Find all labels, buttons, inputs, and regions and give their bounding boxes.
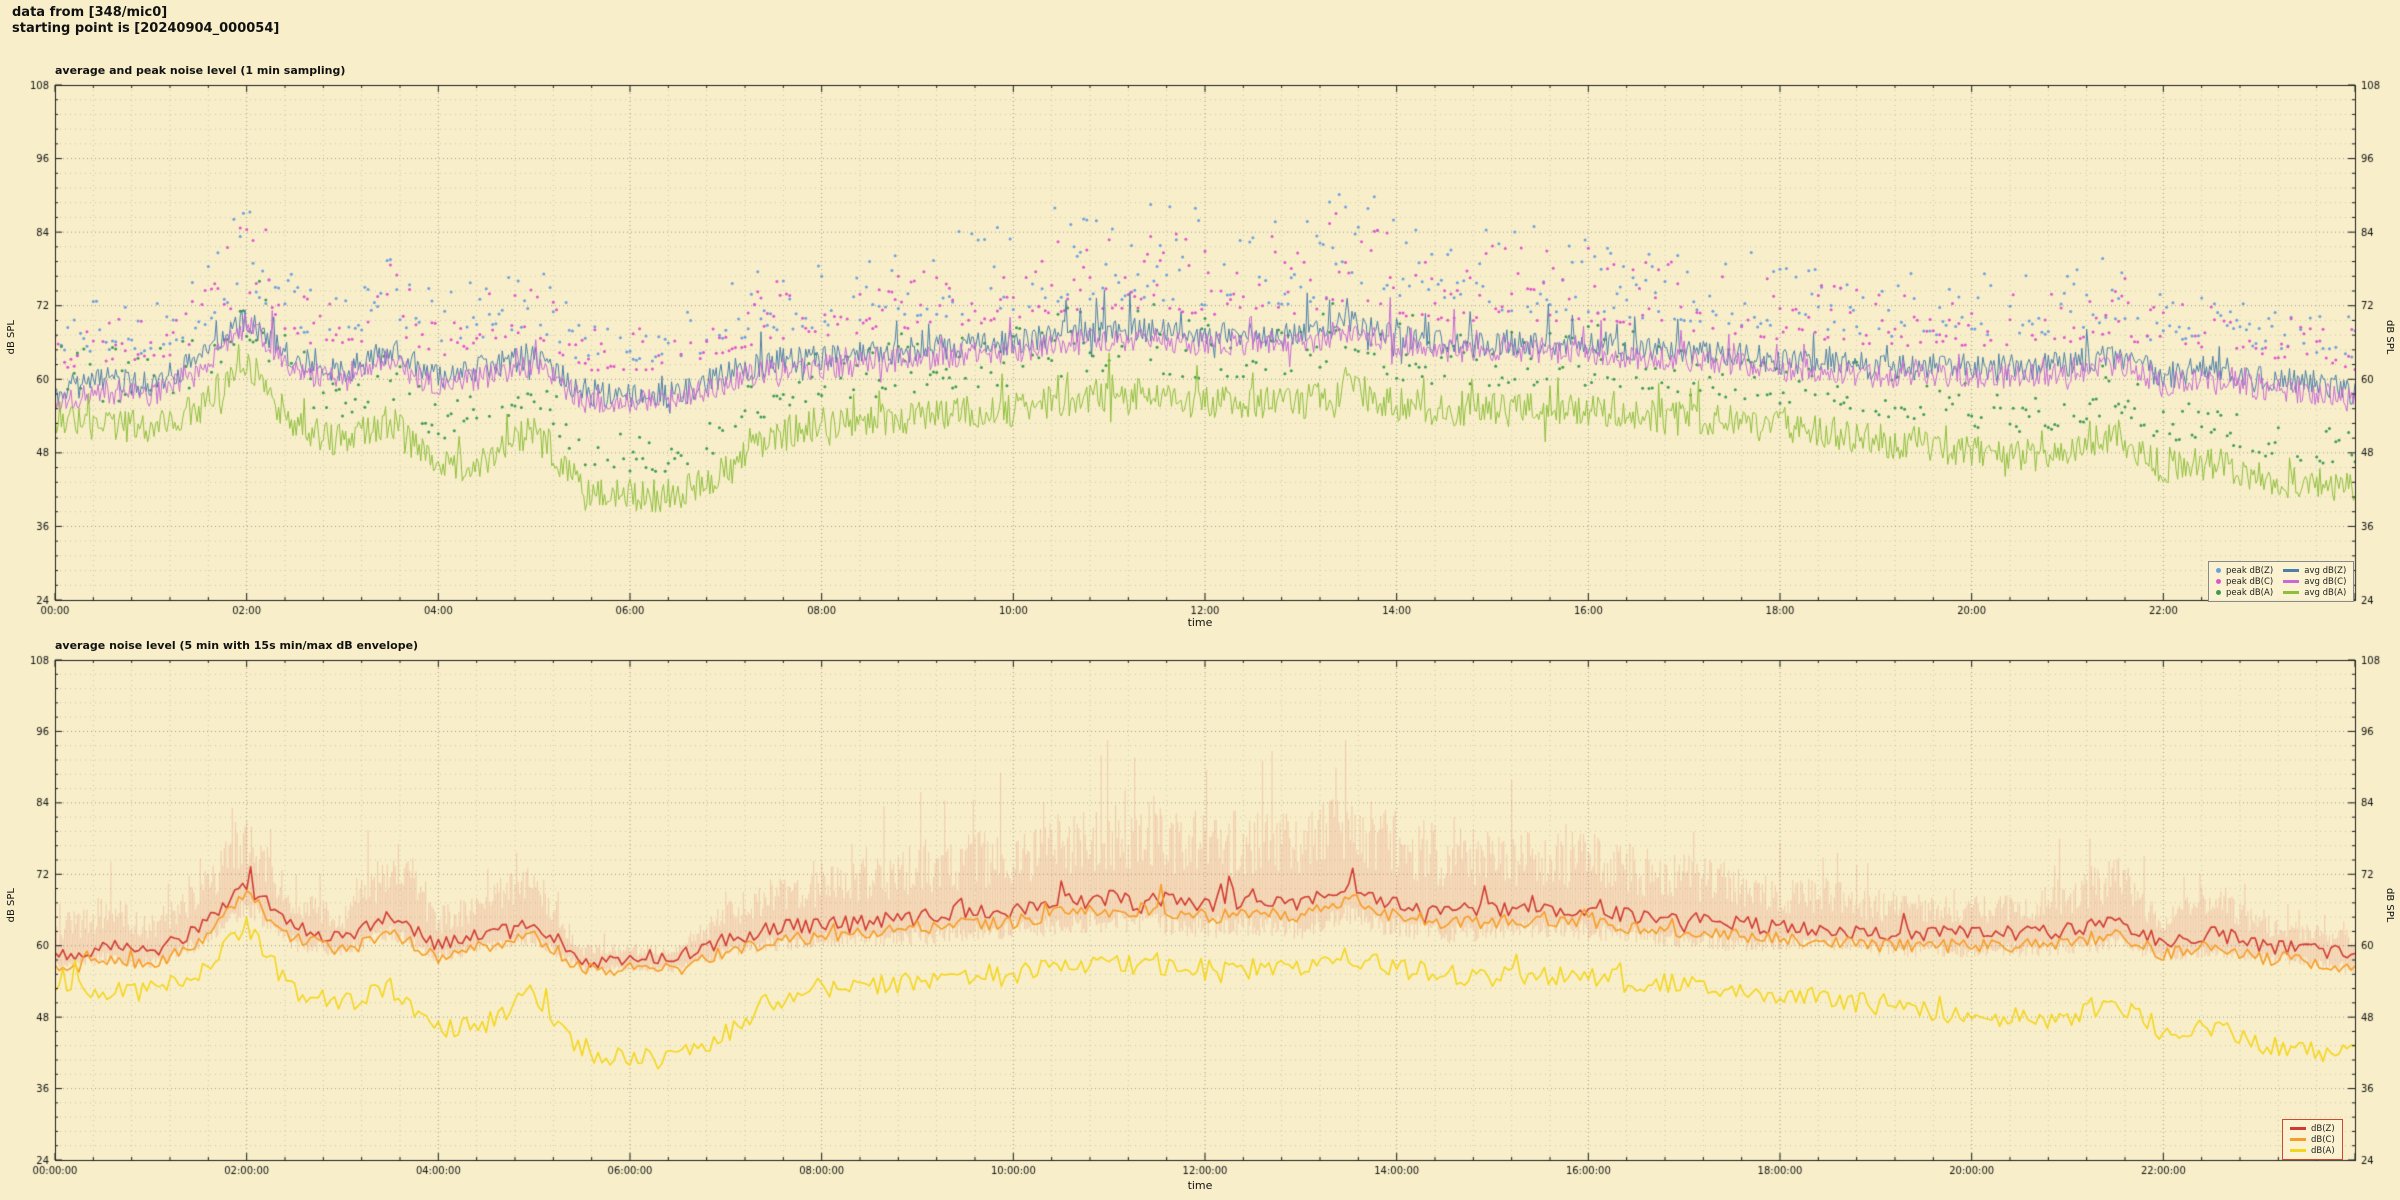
chart1-legend: peak dB(Z) peak dB(C) peak dB(A) avg dB(Z) a… — [2208, 561, 2355, 602]
legend-line-marker — [2290, 1127, 2306, 1130]
chart2-yaxis-label-left: dB SPL — [6, 888, 17, 923]
chart2-legend: dB(Z) dB(C) dB(A) — [2282, 1119, 2343, 1160]
chart1-yaxis-label-right: dB SPL — [2384, 320, 2395, 355]
legend-label: dB(A) — [2311, 1145, 2335, 1156]
legend-entry: dB(C) — [2290, 1135, 2335, 1145]
header-data-source: data from [348/mic0] — [12, 5, 168, 20]
legend-line-marker — [2283, 591, 2300, 594]
legend-entry: peak dB(A) — [2216, 588, 2273, 598]
legend-label: peak dB(C) — [2226, 576, 2274, 587]
legend-dot-marker — [2216, 590, 2221, 595]
chart1-yaxis-label-left: dB SPL — [6, 320, 17, 355]
legend-entry: peak dB(Z) — [2216, 566, 2273, 576]
legend-entry: dB(A) — [2290, 1146, 2335, 1156]
legend-dot-marker — [2216, 579, 2221, 584]
legend-dot-marker — [2216, 568, 2221, 573]
legend-entry: dB(Z) — [2290, 1124, 2335, 1134]
header: data from [348/mic0] starting point is [… — [12, 5, 279, 37]
legend-line-marker — [2283, 580, 2300, 583]
chart2-yaxis-label-right: dB SPL — [2384, 888, 2395, 923]
legend-label: peak dB(A) — [2226, 587, 2274, 598]
legend-entry: avg dB(A) — [2283, 588, 2346, 598]
legend-label: dB(Z) — [2311, 1123, 2335, 1134]
legend-label: avg dB(C) — [2304, 576, 2347, 587]
chart2-title: average noise level (5 min with 15s min/… — [55, 639, 419, 652]
legend-label: dB(C) — [2311, 1134, 2335, 1145]
legend-line-marker — [2290, 1138, 2306, 1141]
legend-line-marker — [2283, 569, 2300, 572]
header-starting-point: starting point is [20240904_000054] — [12, 21, 280, 36]
legend-label: avg dB(Z) — [2304, 565, 2347, 576]
legend-line-marker — [2290, 1149, 2306, 1152]
legend-entry: avg dB(C) — [2283, 577, 2346, 587]
legend-label: peak dB(Z) — [2226, 565, 2274, 576]
legend-label: avg dB(A) — [2304, 587, 2347, 598]
legend-entry: avg dB(Z) — [2283, 566, 2346, 576]
chart1-title: average and peak noise level (1 min samp… — [55, 64, 346, 77]
chart1-xaxis-label: time — [1187, 616, 1213, 629]
legend-entry: peak dB(C) — [2216, 577, 2273, 587]
chart2-xaxis-label: time — [1187, 1179, 1213, 1192]
